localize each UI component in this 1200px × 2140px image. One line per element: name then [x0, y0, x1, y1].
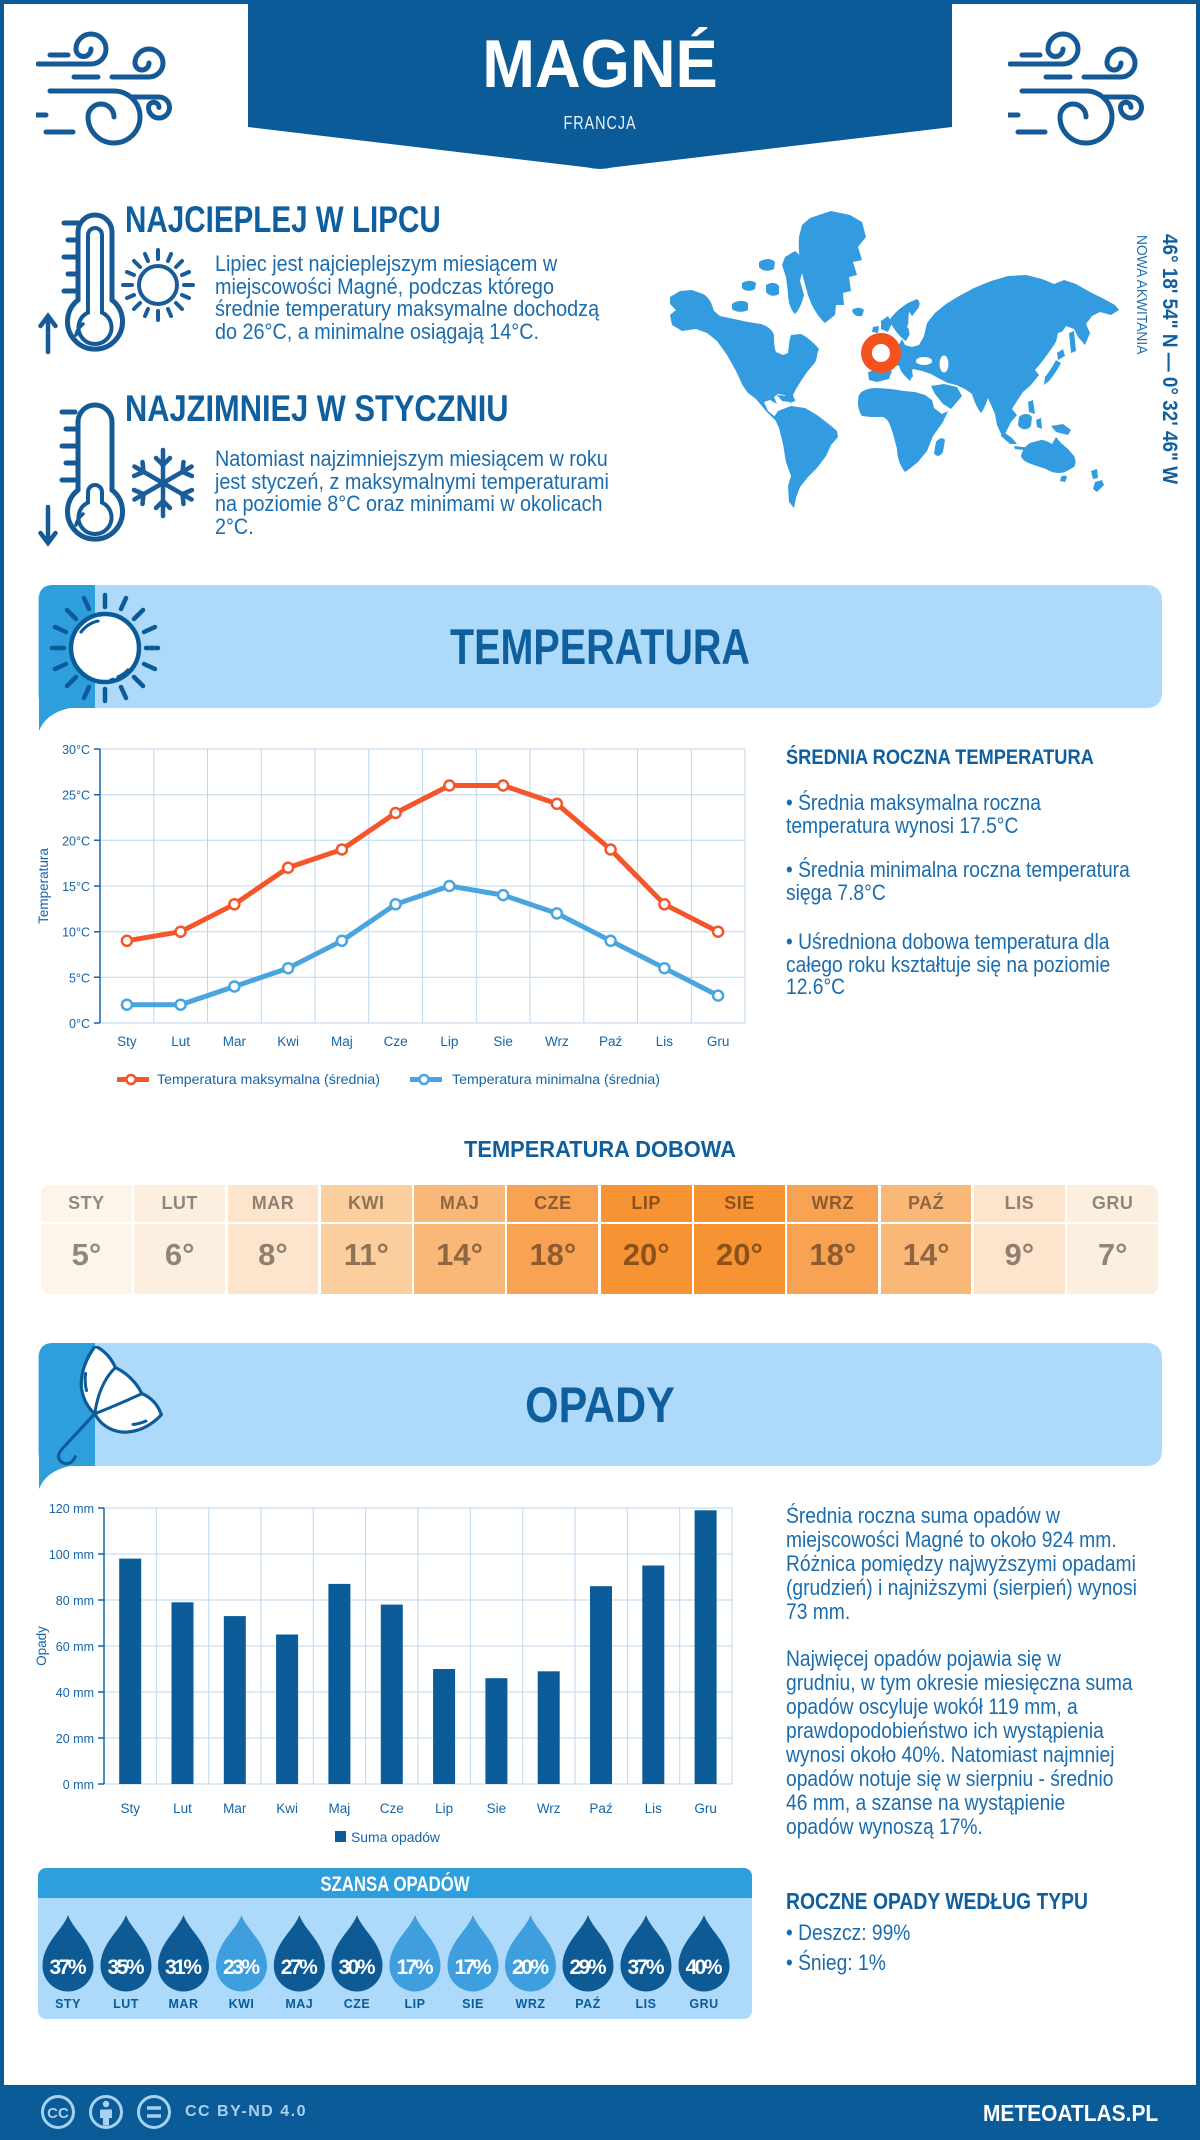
svg-text:Sie: Sie	[487, 1801, 507, 1816]
svg-text:Sie: Sie	[493, 1034, 513, 1049]
svg-text:Lis: Lis	[645, 1801, 663, 1816]
svg-text:Temperatura maksymalna (średni: Temperatura maksymalna (średnia)	[157, 1072, 380, 1087]
svg-text:Lip: Lip	[440, 1034, 458, 1049]
svg-text:27%: 27%	[281, 1956, 318, 1979]
svg-text:Sty: Sty	[120, 1801, 140, 1816]
svg-text:Kwi: Kwi	[277, 1034, 299, 1049]
svg-text:0°C: 0°C	[69, 1017, 90, 1031]
svg-text:Lut: Lut	[173, 1801, 192, 1816]
svg-text:30°C: 30°C	[62, 743, 90, 757]
svg-text:17%: 17%	[397, 1956, 434, 1979]
svg-text:Lis: Lis	[656, 1034, 674, 1049]
svg-text:17%: 17%	[455, 1956, 492, 1979]
svg-text:37%: 37%	[628, 1956, 665, 1979]
svg-text:Gru: Gru	[694, 1801, 717, 1816]
svg-text:5°C: 5°C	[69, 971, 90, 985]
svg-text:GRU: GRU	[689, 1997, 718, 2011]
svg-text:LIP: LIP	[405, 1997, 426, 2011]
svg-text:LUT: LUT	[113, 1997, 139, 2011]
svg-text:37%: 37%	[50, 1956, 87, 1979]
svg-text:Mar: Mar	[223, 1801, 247, 1816]
svg-text:120 mm: 120 mm	[49, 1502, 94, 1516]
svg-text:10°C: 10°C	[62, 926, 90, 940]
svg-text:Wrz: Wrz	[545, 1034, 569, 1049]
svg-text:Wrz: Wrz	[537, 1801, 561, 1816]
svg-text:Sty: Sty	[117, 1034, 137, 1049]
svg-text:MAR: MAR	[169, 1997, 199, 2011]
svg-text:60 mm: 60 mm	[56, 1640, 94, 1654]
svg-text:25°C: 25°C	[62, 789, 90, 803]
svg-text:Mar: Mar	[223, 1034, 247, 1049]
svg-text:PAŹ: PAŹ	[575, 1996, 601, 2011]
svg-text:Suma opadów: Suma opadów	[351, 1829, 441, 1845]
svg-text:Gru: Gru	[707, 1034, 730, 1049]
svg-text:STY: STY	[55, 1997, 81, 2011]
svg-text:Maj: Maj	[329, 1801, 351, 1816]
svg-text:CZE: CZE	[344, 1997, 371, 2011]
svg-text:40 mm: 40 mm	[56, 1686, 94, 1700]
svg-text:Cze: Cze	[380, 1801, 404, 1816]
svg-text:Maj: Maj	[331, 1034, 353, 1049]
svg-text:Cze: Cze	[384, 1034, 408, 1049]
svg-text:31%: 31%	[165, 1956, 202, 1979]
svg-text:80 mm: 80 mm	[56, 1594, 94, 1608]
svg-text:20%: 20%	[512, 1956, 549, 1979]
svg-text:SIE: SIE	[462, 1997, 484, 2011]
svg-text:Lut: Lut	[171, 1034, 190, 1049]
svg-text:20°C: 20°C	[62, 834, 90, 848]
svg-text:WRZ: WRZ	[516, 1997, 546, 2011]
svg-text:CC: CC	[47, 2105, 69, 2122]
svg-text:Temperatura minimalna (średnia: Temperatura minimalna (średnia)	[452, 1072, 660, 1087]
svg-text:29%: 29%	[570, 1956, 607, 1979]
svg-text:30%: 30%	[339, 1956, 376, 1979]
svg-text:15°C: 15°C	[62, 880, 90, 894]
svg-text:LIS: LIS	[636, 1997, 657, 2011]
svg-text:23%: 23%	[223, 1956, 260, 1979]
svg-text:35%: 35%	[108, 1956, 145, 1979]
svg-text:100 mm: 100 mm	[49, 1548, 94, 1562]
svg-text:MAJ: MAJ	[285, 1997, 313, 2011]
svg-text:Paź: Paź	[599, 1034, 623, 1049]
svg-text:Temperatura: Temperatura	[36, 848, 51, 924]
svg-text:KWI: KWI	[229, 1997, 255, 2011]
svg-text:0 mm: 0 mm	[63, 1778, 94, 1792]
svg-text:Paź: Paź	[589, 1801, 613, 1816]
svg-text:40%: 40%	[686, 1956, 723, 1979]
svg-text:Kwi: Kwi	[276, 1801, 298, 1816]
svg-text:Lip: Lip	[435, 1801, 453, 1816]
svg-text:Opady: Opady	[34, 1626, 49, 1666]
svg-text:20 mm: 20 mm	[56, 1732, 94, 1746]
